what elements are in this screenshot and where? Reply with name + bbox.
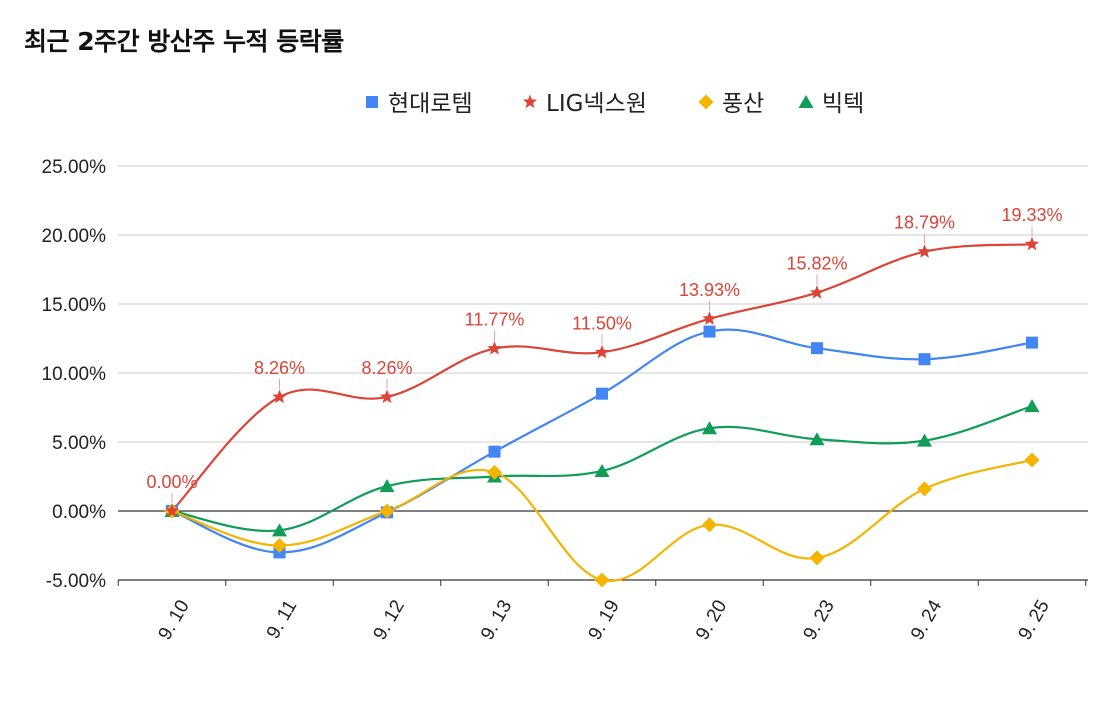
x-axis: 9. 10 9. 11 9. 12 9. 13 9. 19 9. 20 9. 23 9. 24… xyxy=(117,580,1087,644)
data-point-triangle xyxy=(379,479,395,493)
data-point-star xyxy=(594,344,610,359)
x-tick-label: 9. 24 xyxy=(907,596,947,643)
data-point-star xyxy=(487,341,502,355)
x-tick-label: 9. 25 xyxy=(1015,597,1054,644)
series-line xyxy=(171,458,1033,583)
y-tick-label: -5.00% xyxy=(46,571,106,592)
legend-label: LIG넥스원 xyxy=(546,91,647,117)
data-point-star xyxy=(1024,236,1040,251)
legend-label: 풍산 xyxy=(722,91,764,117)
legend-marker xyxy=(366,96,378,108)
data-label: 13.93% xyxy=(679,280,740,300)
y-tick-label: 20.00% xyxy=(42,226,107,247)
series-line xyxy=(171,243,1033,512)
y-axis-ticks: 25.00% 20.00% 15.00% 10.00% 5.00% 0.00% -5.00% xyxy=(42,157,107,592)
data-label: 15.82% xyxy=(786,254,847,274)
data-point-square xyxy=(811,342,823,355)
data-labels: 0.00% 8.26% 8.26% 11.77% 11.50% 13.93% 15.82% 1… xyxy=(146,205,1063,503)
series-markers xyxy=(164,236,1040,588)
data-point-square xyxy=(918,353,931,366)
data-point-diamond xyxy=(272,538,287,553)
data-point-diamond xyxy=(379,503,395,519)
data-label: 11.50% xyxy=(572,313,632,333)
data-label: 18.79% xyxy=(894,213,955,233)
data-point-star xyxy=(702,311,717,325)
y-tick-label: 10.00% xyxy=(42,364,107,385)
data-point-star xyxy=(917,244,932,258)
x-tick-label: 9. 23 xyxy=(800,597,839,644)
data-point-triangle xyxy=(917,433,932,447)
data-label: 8.26% xyxy=(361,358,412,378)
data-point-diamond xyxy=(594,572,610,588)
data-point-triangle xyxy=(809,432,825,446)
data-point-triangle xyxy=(702,421,717,435)
series-lines xyxy=(171,243,1033,583)
x-tick-label: 9. 12 xyxy=(370,597,409,644)
data-point-triangle xyxy=(594,463,610,477)
y-tick-label: 25.00% xyxy=(42,157,107,178)
x-tick-label: 9. 19 xyxy=(585,597,624,644)
legend-label: 현대로템 xyxy=(388,91,473,117)
data-point-diamond xyxy=(809,550,825,566)
legend-marker xyxy=(522,94,538,109)
data-point-star xyxy=(272,389,287,404)
data-label: 11.77% xyxy=(465,310,525,330)
x-tick-label: 9. 20 xyxy=(692,597,731,644)
y-tick-label: 5.00% xyxy=(52,433,106,454)
data-point-star xyxy=(809,285,825,299)
x-tick-label: 9. 11 xyxy=(263,597,302,643)
y-tick-label: 0.00% xyxy=(52,502,106,523)
data-point-diamond xyxy=(702,517,717,533)
data-point-diamond xyxy=(917,481,932,497)
y-tick-label: 15.00% xyxy=(42,295,107,316)
data-point-diamond xyxy=(1024,452,1040,468)
data-point-square xyxy=(596,387,608,400)
legend: 현대로템 LIG넥스원 풍산 빅텍 xyxy=(366,91,864,117)
x-tick-label: 9. 10 xyxy=(155,597,194,644)
data-point-square xyxy=(703,325,716,338)
data-label: 8.26% xyxy=(254,358,305,378)
data-point-star xyxy=(379,389,395,404)
data-point-triangle xyxy=(272,523,287,537)
data-point-square xyxy=(1026,336,1038,349)
legend-marker xyxy=(798,95,814,108)
chart-title: 최근 2주간 방산주 누적 등락률 xyxy=(24,27,344,56)
legend-label: 빅텍 xyxy=(822,91,864,117)
x-tick-label: 9. 13 xyxy=(477,597,516,644)
legend-marker xyxy=(698,94,714,110)
data-label: 19.33% xyxy=(1001,205,1062,225)
data-point-square xyxy=(488,445,501,458)
data-label: 0.00% xyxy=(146,472,197,492)
data-point-star xyxy=(164,503,180,518)
data-point-diamond xyxy=(487,464,502,480)
data-point-triangle xyxy=(1024,399,1040,413)
gridlines xyxy=(118,165,1088,581)
